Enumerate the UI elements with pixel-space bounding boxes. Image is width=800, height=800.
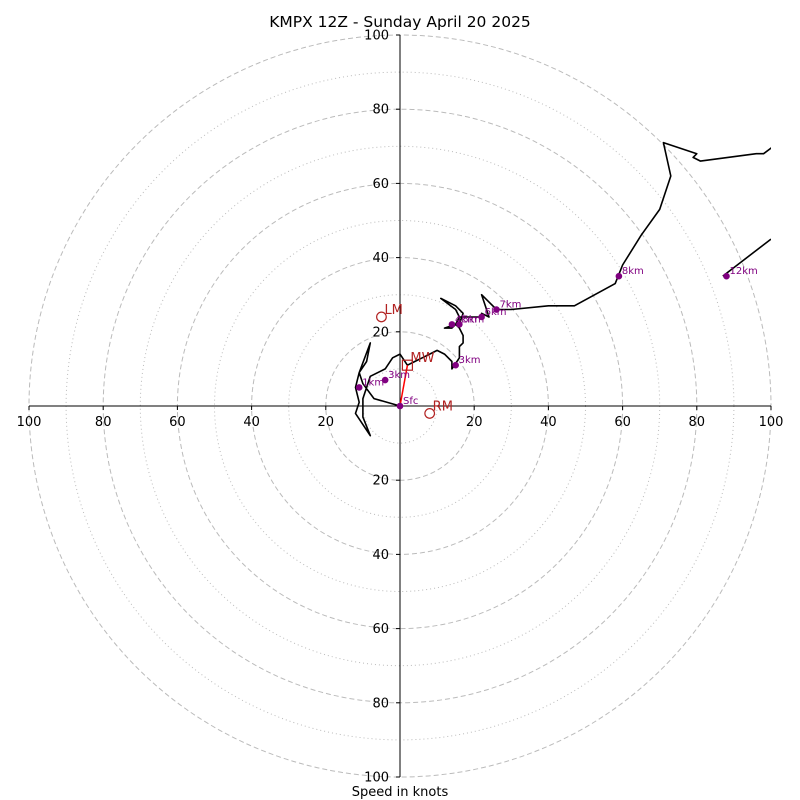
x-tick-label: 20 [466,415,483,430]
height-marker-point [478,313,485,321]
hodograph-trace [354,141,771,437]
y-tick-label: 20 [372,474,389,489]
y-tick-label: 60 [372,622,389,637]
height-marker-label: 3km [388,370,410,381]
height-marker-point [493,306,500,313]
x-axis-label: Speed in knots [352,785,449,800]
trace-line [354,141,771,437]
y-tick-label: 100 [364,29,389,44]
height-marker-label: Sfc [403,396,418,407]
x-tick-label: 80 [689,415,706,430]
height-marker-point [448,321,456,328]
x-tick-label: 80 [95,415,112,430]
y-tick-label: 60 [372,177,389,192]
y-tick-label: 100 [364,771,389,786]
y-tick-label: 20 [372,325,389,340]
x-tick-label: 40 [540,415,557,430]
height-marker-label: 1km [362,377,384,388]
trace-tail-line [722,238,771,277]
motion-point-lm [376,311,387,323]
height-marker-point [381,376,389,384]
motion-point-mw [401,359,414,371]
height-marker-point [355,384,363,391]
x-tick-label: 60 [169,415,186,430]
height-marker-point [615,272,623,280]
height-markers: Sfc1km3km3km4km5km6km7km8km12km [355,266,758,410]
motion-label-lm: LM [384,303,402,318]
height-marker-point [452,361,459,369]
height-marker-label: 5km [462,314,484,325]
height-marker-label: 7km [499,300,521,311]
motion-label-mw: MW [410,351,434,366]
x-tick-label: 40 [243,415,260,430]
height-marker-label: 4km [455,314,477,325]
mean-wind-line [399,365,409,407]
height-marker-label: 3km [459,355,481,366]
x-tick-label: 60 [614,415,631,430]
height-marker-point [456,321,463,328]
height-marker-point [396,402,404,410]
motion-point-rm [424,408,436,419]
x-tick-label: 100 [17,415,42,430]
y-tick-label: 80 [372,696,389,711]
y-tick-label: 80 [372,103,389,118]
y-tick-label: 40 [372,548,389,563]
motion-label-rm: RM [433,399,453,414]
chart-title: KMPX 12Z - Sunday April 20 2025 [269,13,531,31]
height-marker-label: 12km [729,266,757,277]
storm-motion-points: LM MW RM [376,303,453,419]
height-marker-point [723,272,730,280]
height-marker-label: 8km [622,266,644,277]
y-tick-label: 40 [372,251,389,266]
x-tick-label: 100 [759,415,784,430]
mean-wind-vector [399,365,409,407]
tick-labels: 100 80 60 40 20 20 40 60 80 100 100 80 60 40 20 20 40 60 8… [17,29,784,786]
x-tick-label: 20 [318,415,335,430]
